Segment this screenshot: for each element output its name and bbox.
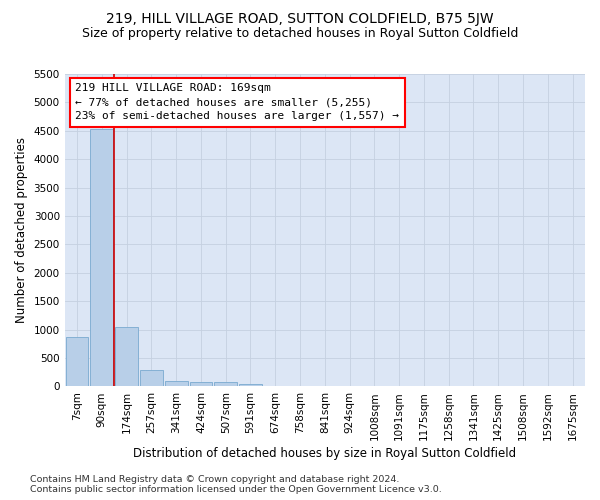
Text: 219 HILL VILLAGE ROAD: 169sqm
← 77% of detached houses are smaller (5,255)
23% o: 219 HILL VILLAGE ROAD: 169sqm ← 77% of d… bbox=[75, 84, 399, 122]
Text: 219, HILL VILLAGE ROAD, SUTTON COLDFIELD, B75 5JW: 219, HILL VILLAGE ROAD, SUTTON COLDFIELD… bbox=[106, 12, 494, 26]
Bar bbox=[140, 370, 163, 386]
Text: Size of property relative to detached houses in Royal Sutton Coldfield: Size of property relative to detached ho… bbox=[82, 28, 518, 40]
Bar bbox=[165, 382, 188, 386]
Bar bbox=[239, 384, 262, 386]
Text: Contains public sector information licensed under the Open Government Licence v3: Contains public sector information licen… bbox=[30, 485, 442, 494]
Text: Contains HM Land Registry data © Crown copyright and database right 2024.: Contains HM Land Registry data © Crown c… bbox=[30, 475, 400, 484]
X-axis label: Distribution of detached houses by size in Royal Sutton Coldfield: Distribution of detached houses by size … bbox=[133, 447, 517, 460]
Bar bbox=[91, 128, 113, 386]
Bar bbox=[214, 382, 237, 386]
Bar bbox=[65, 337, 88, 386]
Y-axis label: Number of detached properties: Number of detached properties bbox=[15, 137, 28, 323]
Bar bbox=[115, 327, 138, 386]
Bar bbox=[190, 382, 212, 386]
